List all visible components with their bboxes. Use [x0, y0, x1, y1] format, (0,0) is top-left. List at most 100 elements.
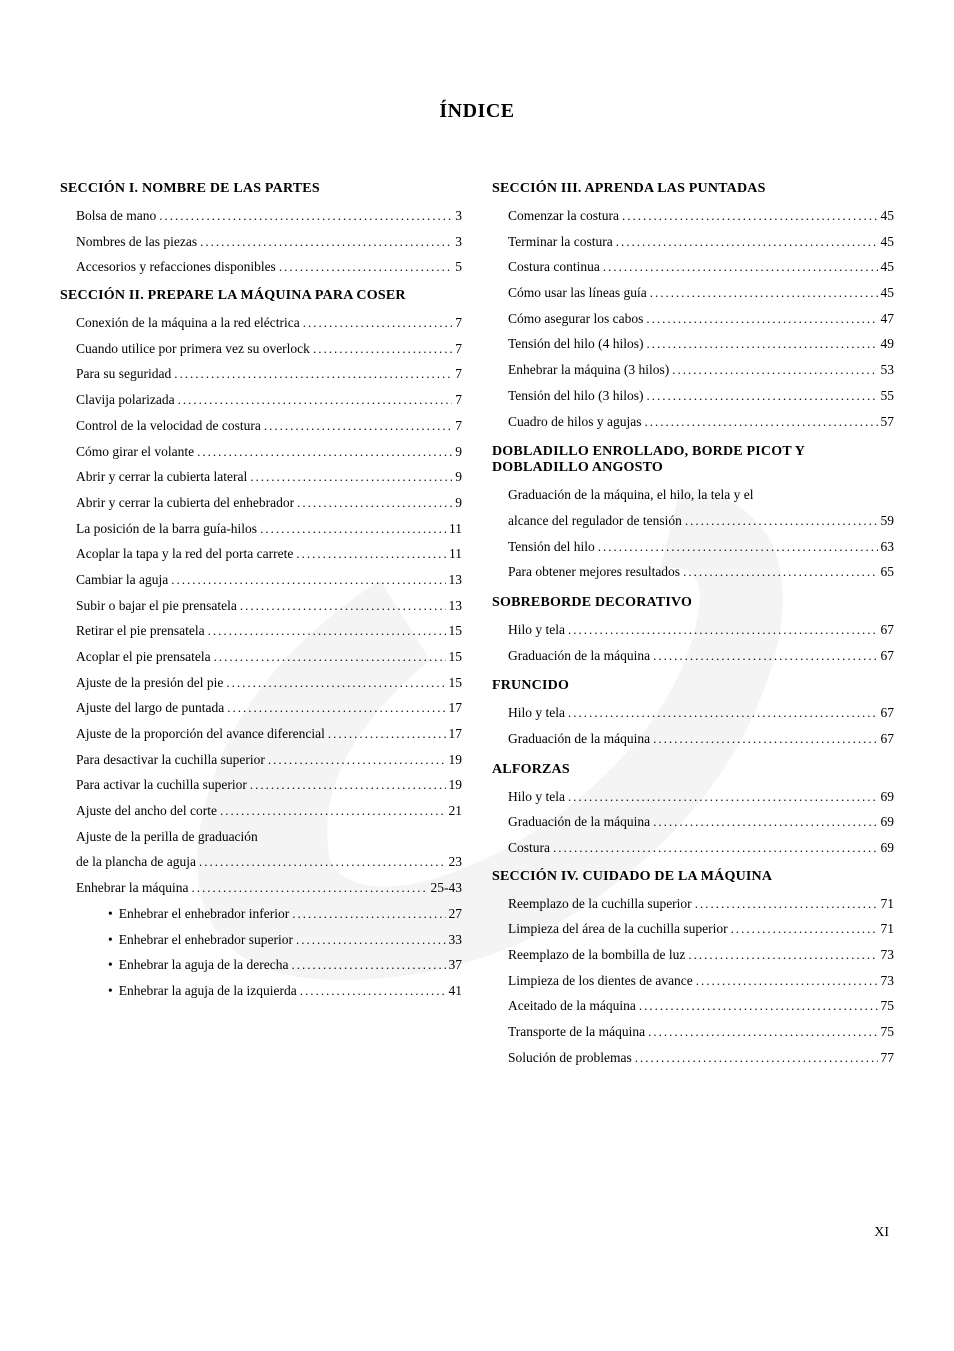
toc-page: 73 — [881, 968, 895, 994]
toc-dots: ........................................… — [672, 358, 877, 383]
toc-dots: ........................................… — [171, 568, 445, 593]
toc-entry: Tensión del hilo........................… — [492, 534, 894, 560]
toc-dots: ........................................… — [220, 799, 446, 824]
toc-label: La posición de la barra guía-hilos — [76, 516, 257, 542]
toc-page: 69 — [881, 809, 895, 835]
toc-label: Cómo usar las líneas guía — [508, 280, 647, 306]
toc-label: Enhebrar la aguja de la derecha — [119, 952, 289, 978]
toc-label: Ajuste del ancho del corte — [76, 798, 217, 824]
toc-page: 45 — [881, 280, 895, 306]
toc-page: 53 — [881, 357, 895, 383]
toc-entry: Acoplar el pie prensatela...............… — [60, 644, 462, 670]
toc-dots: ........................................… — [264, 414, 452, 439]
toc-label: Enhebrar el enhebrador superior — [119, 927, 293, 953]
toc-entry: Graduación de la máquina, el hilo, la te… — [492, 482, 894, 508]
toc-page: 65 — [881, 559, 895, 585]
toc-page: 15 — [449, 670, 463, 696]
toc-label: Graduación de la máquina, el hilo, la te… — [508, 482, 754, 508]
toc-dots: ........................................… — [646, 307, 877, 332]
toc-page: 69 — [881, 835, 895, 861]
toc-dots: ........................................… — [292, 953, 446, 978]
toc-dots: ........................................… — [568, 618, 878, 643]
toc-entry: Tensión del hilo (3 hilos)..............… — [492, 383, 894, 409]
toc-entry: Clavija polarizada......................… — [60, 387, 462, 413]
toc-entry: Graduación de la máquina................… — [492, 643, 894, 669]
toc-page: 75 — [881, 993, 895, 1019]
toc-label: Cómo asegurar los cabos — [508, 306, 643, 332]
toc-page: 3 — [455, 229, 462, 255]
toc-dots: ........................................… — [199, 850, 446, 875]
toc-label: Control de la velocidad de costura — [76, 413, 261, 439]
toc-dots: ........................................… — [647, 332, 878, 357]
toc-entry: Para activar la cuchilla superior.......… — [60, 772, 462, 798]
toc-label: Retirar el pie prensatela — [76, 618, 205, 644]
toc-label: Subir o bajar el pie prensatela — [76, 593, 237, 619]
toc-label: Hilo y tela — [508, 784, 565, 810]
toc-label: Comenzar la costura — [508, 203, 619, 229]
toc-label: Ajuste de la proporción del avance difer… — [76, 721, 325, 747]
toc-label: Reemplazo de la cuchilla superior — [508, 891, 692, 917]
toc-dots: ........................................… — [240, 594, 446, 619]
toc-dots: ........................................… — [226, 671, 445, 696]
toc-entry: Control de la velocidad de costura......… — [60, 413, 462, 439]
toc-page: 55 — [881, 383, 895, 409]
bullet-icon: • — [108, 978, 113, 1004]
toc-entry: Conexión de la máquina a la red eléctric… — [60, 310, 462, 336]
toc-entry: Limpieza de los dientes de avance.......… — [492, 968, 894, 994]
toc-entry: Enhebrar la máquina.....................… — [60, 875, 462, 901]
toc-dots: ........................................… — [300, 979, 446, 1004]
toc-label: Limpieza del área de la cuchilla superio… — [508, 916, 728, 942]
toc-label: Cuando utilice por primera vez su overlo… — [76, 336, 310, 362]
toc-label: Bolsa de mano — [76, 203, 156, 229]
toc-dots: ........................................… — [313, 337, 452, 362]
toc-page: 45 — [881, 254, 895, 280]
toc-dots: ........................................… — [279, 255, 452, 280]
toc-entry: Graduación de la máquina................… — [492, 809, 894, 835]
toc-dots: ........................................… — [647, 384, 878, 409]
toc-dots: ........................................… — [197, 440, 452, 465]
sub-heading: SOBREBORDE DECORATIVO — [492, 595, 894, 611]
toc-dots: ........................................… — [653, 810, 877, 835]
toc-page: 13 — [449, 567, 463, 593]
toc-page: 21 — [449, 798, 463, 824]
toc-page: 27 — [449, 901, 463, 927]
toc-page: 23 — [449, 849, 463, 875]
toc-label: Conexión de la máquina a la red eléctric… — [76, 310, 300, 336]
toc-page: 19 — [449, 747, 463, 773]
toc-label: Hilo y tela — [508, 617, 565, 643]
toc-entry: Reemplazo de la cuchilla superior.......… — [492, 891, 894, 917]
toc-dots: ........................................… — [292, 902, 445, 927]
toc-entry: Bolsa de mano...........................… — [60, 203, 462, 229]
sub-heading: ALFORZAS — [492, 762, 894, 778]
toc-label: Enhebrar la máquina — [76, 875, 188, 901]
toc-label: Reemplazo de la bombilla de luz — [508, 942, 685, 968]
toc-page: 9 — [455, 464, 462, 490]
toc-dots: ........................................… — [296, 542, 446, 567]
right-column: SECCIÓN III. APRENDA LAS PUNTADASComenza… — [492, 173, 894, 1071]
toc-page: 37 — [449, 952, 463, 978]
toc-columns: SECCIÓN I. NOMBRE DE LAS PARTESBolsa de … — [60, 173, 894, 1071]
page-title: ÍNDICE — [60, 100, 894, 123]
toc-page: 7 — [455, 310, 462, 336]
toc-dots: ........................................… — [178, 388, 453, 413]
toc-label: Accesorios y refacciones disponibles — [76, 254, 276, 280]
toc-label: Cambiar la aguja — [76, 567, 168, 593]
toc-entry: Para su seguridad.......................… — [60, 361, 462, 387]
toc-entry: Limpieza del área de la cuchilla superio… — [492, 916, 894, 942]
toc-page: 7 — [455, 413, 462, 439]
toc-label: Ajuste del largo de puntada — [76, 695, 224, 721]
toc-dots: ........................................… — [328, 722, 446, 747]
toc-entry: Aceitado de la máquina..................… — [492, 993, 894, 1019]
toc-dots: ........................................… — [650, 281, 878, 306]
toc-label: Enhebrar el enhebrador inferior — [119, 901, 290, 927]
toc-page: 13 — [449, 593, 463, 619]
toc-page: 47 — [881, 306, 895, 332]
toc-entry: Tensión del hilo (4 hilos)..............… — [492, 331, 894, 357]
toc-label: Para activar la cuchilla superior — [76, 772, 247, 798]
toc-entry: Ajuste de la presión del pie............… — [60, 670, 462, 696]
toc-entry: Nombres de las piezas...................… — [60, 229, 462, 255]
toc-label: Tensión del hilo (4 hilos) — [508, 331, 644, 357]
toc-page: 45 — [881, 229, 895, 255]
section-heading: SECCIÓN II. PREPARE LA MÁQUINA PARA COSE… — [60, 288, 462, 304]
toc-dots: ........................................… — [174, 362, 452, 387]
